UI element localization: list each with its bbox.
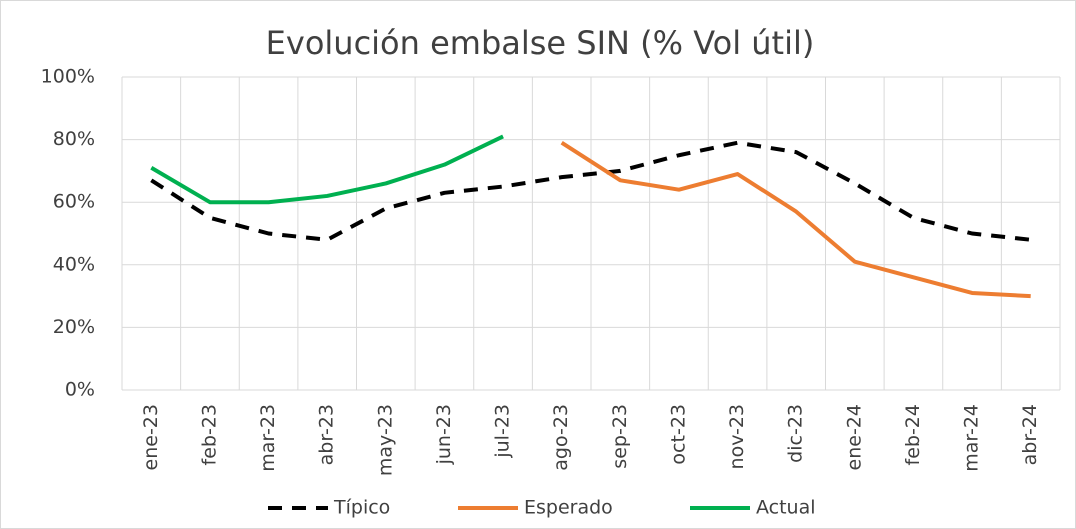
x-tick-label: jul-23 [492,404,514,459]
series-line [150,134,504,205]
chart-title: Evolución embalse SIN (% Vol útil) [266,24,815,62]
x-tick-label: abr-23 [316,404,338,465]
x-tick-label: mar-23 [257,404,279,472]
x-tick-label: nov-23 [726,404,748,469]
x-tick-label: feb-24 [902,404,924,465]
legend-label: Esperado [524,497,613,519]
x-tick-label: abr-24 [1019,404,1041,465]
x-tick-label: mar-24 [961,404,983,472]
y-tick-label: 40% [53,253,95,275]
x-tick-label: ago-23 [550,404,572,471]
x-tick-label: feb-23 [198,404,220,465]
y-tick-label: 60% [53,191,95,213]
series-line [150,140,1031,242]
legend-label: Típico [333,497,390,519]
y-tick-label: 100% [41,66,95,88]
x-tick-label: dic-23 [785,404,807,463]
legend-label: Actual [756,497,816,519]
x-tick-label: jun-23 [433,404,455,465]
x-tick-label: ene-23 [140,404,162,470]
x-tick-label: oct-23 [667,404,689,465]
y-tick-label: 20% [53,316,95,338]
x-tick-label: may-23 [374,404,396,476]
x-tick-label: ene-24 [843,404,865,470]
series-line [560,141,1031,299]
y-tick-label: 0% [65,379,95,401]
y-tick-label: 80% [53,128,95,150]
x-tick-label: sep-23 [609,404,631,469]
